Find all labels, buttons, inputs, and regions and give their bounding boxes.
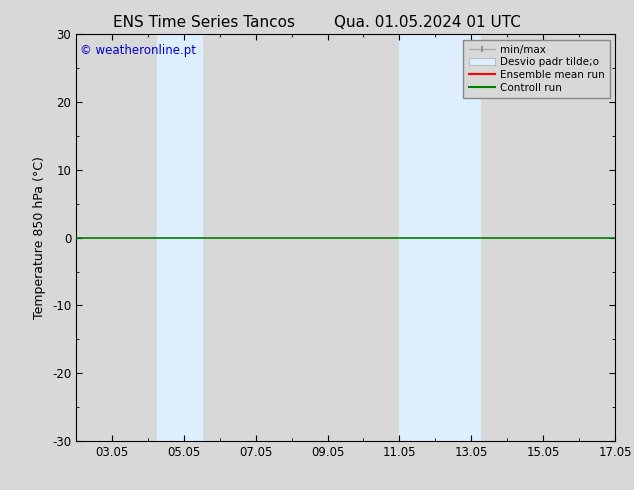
Bar bbox=[399, 34, 481, 441]
Text: © weatheronline.pt: © weatheronline.pt bbox=[80, 45, 196, 57]
Text: ENS Time Series Tancos        Qua. 01.05.2024 01 UTC: ENS Time Series Tancos Qua. 01.05.2024 0… bbox=[113, 15, 521, 30]
Legend: min/max, Desvio padr tilde;o, Ensemble mean run, Controll run: min/max, Desvio padr tilde;o, Ensemble m… bbox=[463, 40, 610, 98]
Bar bbox=[157, 34, 202, 441]
Y-axis label: Temperature 850 hPa (°C): Temperature 850 hPa (°C) bbox=[34, 156, 46, 319]
